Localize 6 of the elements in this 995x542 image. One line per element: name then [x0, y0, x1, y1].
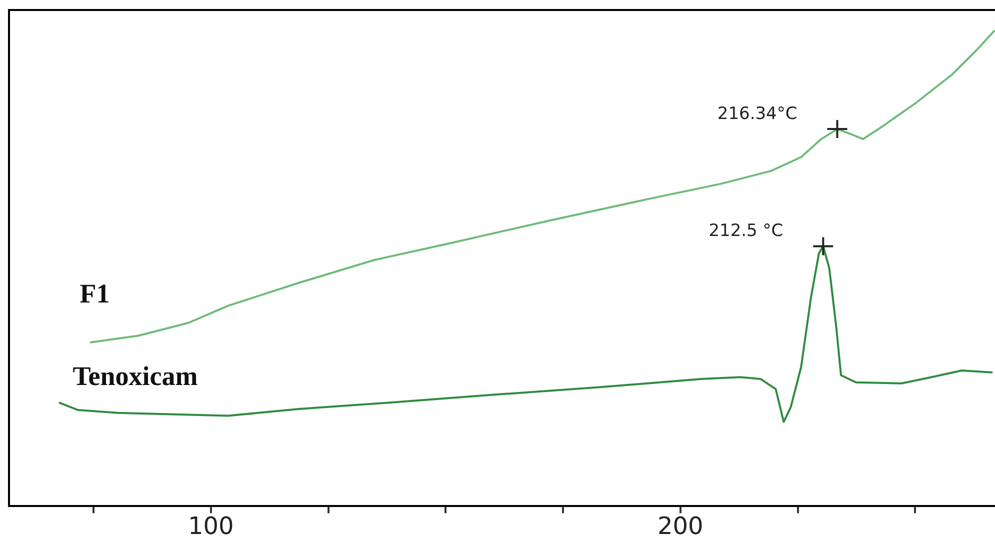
- x-tick-label: 100: [188, 512, 234, 540]
- annotation: 212.5 °C: [708, 221, 784, 242]
- x-tick-label: 200: [658, 512, 704, 540]
- series-label: Tenoxicam: [72, 360, 198, 391]
- annotation: 216.34°C: [717, 104, 798, 124]
- series-label: F1: [80, 278, 110, 308]
